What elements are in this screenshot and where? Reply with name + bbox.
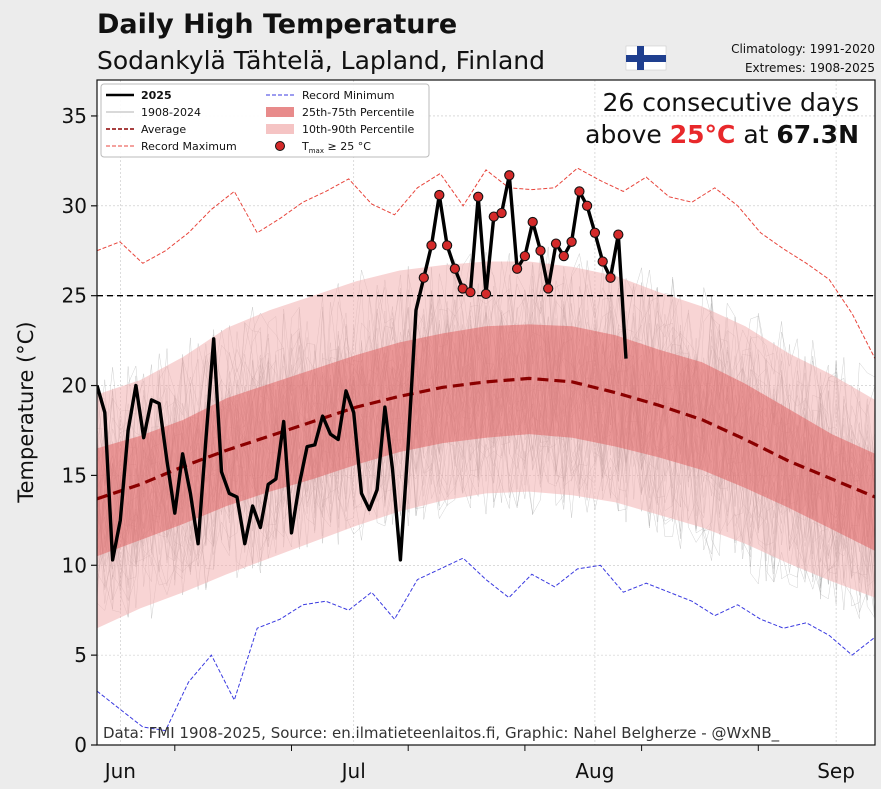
marker-2025-point bbox=[449, 263, 461, 274]
marker-2025-point bbox=[418, 272, 429, 283]
marker-2025-point bbox=[535, 245, 546, 256]
y-tick-label: 0 bbox=[74, 733, 87, 757]
marker-2025-point bbox=[511, 263, 523, 274]
marker-2025-point bbox=[543, 283, 554, 294]
x-tick-label: Jun bbox=[103, 759, 136, 783]
series-2025-line bbox=[97, 173, 628, 562]
y-tick-label: 20 bbox=[62, 374, 87, 398]
y-tick-label: 35 bbox=[62, 104, 87, 128]
marker-2025-point bbox=[434, 189, 445, 201]
x-tick-label: Jul bbox=[340, 759, 366, 783]
axes: 0 5 10 15 20 25 30 35 Jun Jul Aug Sep bbox=[62, 104, 855, 783]
y-tick-label: 10 bbox=[62, 553, 87, 577]
legend-label-record-min: Record Minimum bbox=[302, 89, 394, 102]
marker-2025-point bbox=[605, 272, 616, 283]
marker-2025-point bbox=[480, 288, 492, 300]
marker-2025-point bbox=[589, 227, 601, 238]
marker-2025-point bbox=[527, 216, 538, 228]
y-tick-label: 5 bbox=[74, 643, 87, 667]
annotation-mid: at bbox=[735, 120, 776, 149]
legend-marker-rest: ≥ 25 °C bbox=[324, 140, 371, 153]
legend-label-average: Average bbox=[141, 123, 186, 136]
legend-swatch-p10-90 bbox=[266, 124, 294, 134]
marker-2025-point bbox=[473, 191, 484, 202]
legend-label-record-max: Record Maximum bbox=[141, 140, 237, 153]
band-10-90-percentile bbox=[97, 261, 875, 629]
marker-2025-point bbox=[566, 236, 577, 247]
markers-above-threshold bbox=[418, 170, 624, 300]
marker-2025-point bbox=[504, 170, 515, 181]
marker-2025-point bbox=[465, 286, 476, 298]
extremes-note: Extremes: 1908-2025 bbox=[745, 61, 875, 75]
finland-flag-icon bbox=[625, 45, 667, 71]
average-line bbox=[97, 376, 875, 501]
annotation-threshold: 25°C bbox=[670, 120, 736, 149]
annotation-latitude: 67.3N bbox=[776, 120, 859, 149]
y-tick-label: 30 bbox=[62, 194, 87, 218]
marker-2025-point bbox=[574, 186, 585, 197]
y-tick-label: 15 bbox=[62, 463, 87, 487]
data-credit: Data: FMI 1908-2025, Source: en.ilmatiet… bbox=[103, 724, 780, 743]
chart-subtitle: Sodankylä Tähtelä, Lapland, Finland bbox=[97, 46, 545, 75]
legend-swatch-p25-75 bbox=[266, 107, 294, 117]
marker-2025-point bbox=[441, 240, 453, 251]
legend: 2025 1908-2024 Average Record Maximum Re… bbox=[100, 83, 430, 158]
marker-2025-point bbox=[581, 200, 593, 211]
marker-2025-point bbox=[613, 229, 624, 240]
plot-content bbox=[97, 167, 875, 732]
x-tick-label: Aug bbox=[575, 759, 614, 783]
plot-frame bbox=[96, 79, 876, 746]
legend-label-marker: Tmax ≥ 25 °C bbox=[301, 140, 371, 155]
climatology-note: Climatology: 1991-2020 bbox=[731, 42, 875, 56]
y-axis-label: Temperature (°C) bbox=[14, 321, 38, 503]
band-25-75-percentile bbox=[97, 324, 875, 557]
annotation-line2: above 25°C at 67.3N bbox=[585, 120, 859, 149]
x-tick-label: Sep bbox=[817, 759, 855, 783]
marker-2025-point bbox=[550, 238, 562, 249]
annotation-line1: 26 consecutive days bbox=[602, 88, 859, 117]
legend-swatch-marker bbox=[275, 141, 285, 151]
marker-2025-point bbox=[558, 250, 569, 262]
legend-label-2025: 2025 bbox=[141, 89, 172, 102]
legend-label-p10-90: 10th-90th Percentile bbox=[302, 123, 415, 136]
flag-cross-horizontal bbox=[626, 55, 666, 62]
legend-box bbox=[100, 83, 430, 158]
marker-2025-point bbox=[496, 207, 507, 219]
legend-marker-base: T bbox=[301, 140, 309, 153]
marker-2025-point bbox=[426, 240, 437, 251]
record-maximum-line bbox=[97, 167, 875, 359]
legend-label-p25-75: 25th-75th Percentile bbox=[302, 106, 415, 119]
annotation-prefix: above bbox=[585, 120, 670, 149]
marker-2025-point bbox=[597, 256, 608, 267]
chart-title: Daily High Temperature bbox=[97, 9, 457, 40]
legend-label-historic: 1908-2024 bbox=[141, 106, 201, 119]
marker-2025-point bbox=[519, 250, 531, 262]
y-tick-label: 25 bbox=[62, 284, 87, 308]
legend-marker-sub: max bbox=[309, 147, 324, 155]
